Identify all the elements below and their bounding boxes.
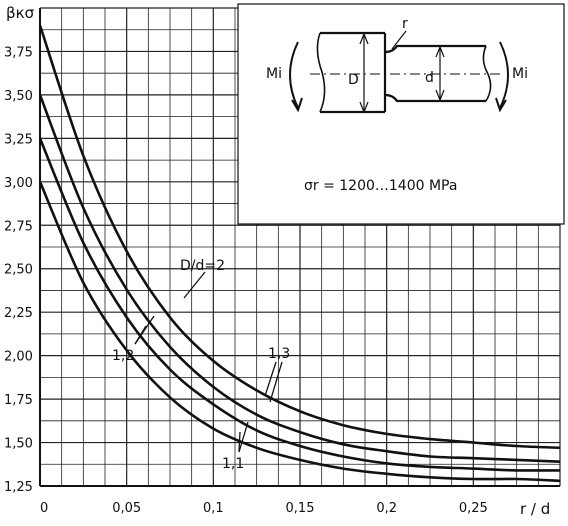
x-tick-label: 0,25 xyxy=(459,501,488,516)
series-label-13: 1,3 xyxy=(264,346,290,403)
x-tick-label: 0,1 xyxy=(203,501,224,516)
curve-line xyxy=(38,24,561,450)
curves xyxy=(38,24,561,483)
x-tick-label: 0,05 xyxy=(112,501,141,516)
moment-arrow-right xyxy=(499,41,509,109)
x-tick-label: 0 xyxy=(40,501,48,516)
shaft-break-line-left xyxy=(316,32,326,113)
curve-line xyxy=(38,94,561,463)
series-label-text: D/d=2 xyxy=(180,258,225,274)
series-label-2: D/d=2 xyxy=(180,258,225,299)
dimension-d-big-arrows xyxy=(359,32,369,114)
y-tick-labels: 1,25 1,50 1,75 2,00 2,25 2,50 2,75 3,00 3,25 3,50… xyxy=(4,45,33,495)
x-tick-label: 0,15 xyxy=(286,501,315,516)
x-axis-label: r / d xyxy=(520,500,550,518)
curve-line xyxy=(38,181,561,483)
diameter-small-label: d xyxy=(425,70,434,86)
moment-arrow-left xyxy=(289,41,299,109)
moment-arrowhead-left xyxy=(291,97,303,113)
y-tick-label: 3,50 xyxy=(4,89,33,104)
shaft-large-section xyxy=(320,31,387,114)
y-tick-label: 2,75 xyxy=(4,219,33,234)
shaft-diagram-inset: D d r Mi Mi σr = 1200…1400 MPa xyxy=(237,3,565,225)
moment-label-left: Mi xyxy=(266,66,282,82)
y-tick-label: 3,25 xyxy=(4,132,33,147)
x-tick-labels: 0 0,05 0,1 0,15 0,2 0,25 xyxy=(40,501,488,516)
y-tick-label: 1,50 xyxy=(4,437,33,452)
y-tick-label: 3,75 xyxy=(4,45,33,60)
inset-panel xyxy=(237,3,565,225)
fillet-leader xyxy=(391,30,407,50)
dimension-d-small-arrows xyxy=(435,45,445,102)
y-tick-label: 2,50 xyxy=(4,263,33,278)
shaft-small-section xyxy=(384,44,486,103)
shaft-break-line-right xyxy=(482,45,492,102)
moment-arrowhead-right xyxy=(495,97,507,113)
moment-label-right: Mi xyxy=(512,66,528,82)
curve-line xyxy=(38,137,561,472)
stress-range-label: σr = 1200…1400 MPa xyxy=(304,178,457,194)
series-label-text: 1,2 xyxy=(112,348,134,364)
x-tick-label: 0,2 xyxy=(376,501,397,516)
y-tick-label: 2,00 xyxy=(4,350,33,365)
fillet-radius-label: r xyxy=(402,16,408,32)
y-axis-label: βкσ xyxy=(6,4,35,22)
y-tick-label: 3,00 xyxy=(4,176,33,191)
series-label-11: 1,1 xyxy=(222,421,249,472)
y-tick-label: 1,75 xyxy=(4,393,33,408)
y-tick-label: 1,25 xyxy=(4,480,33,495)
diameter-big-label: D xyxy=(348,72,359,88)
series-label-12: 1,2 xyxy=(112,315,155,364)
series-label-text: 1,1 xyxy=(222,456,244,472)
y-tick-label: 2,25 xyxy=(4,306,33,321)
series-label-text: 1,3 xyxy=(268,346,290,362)
